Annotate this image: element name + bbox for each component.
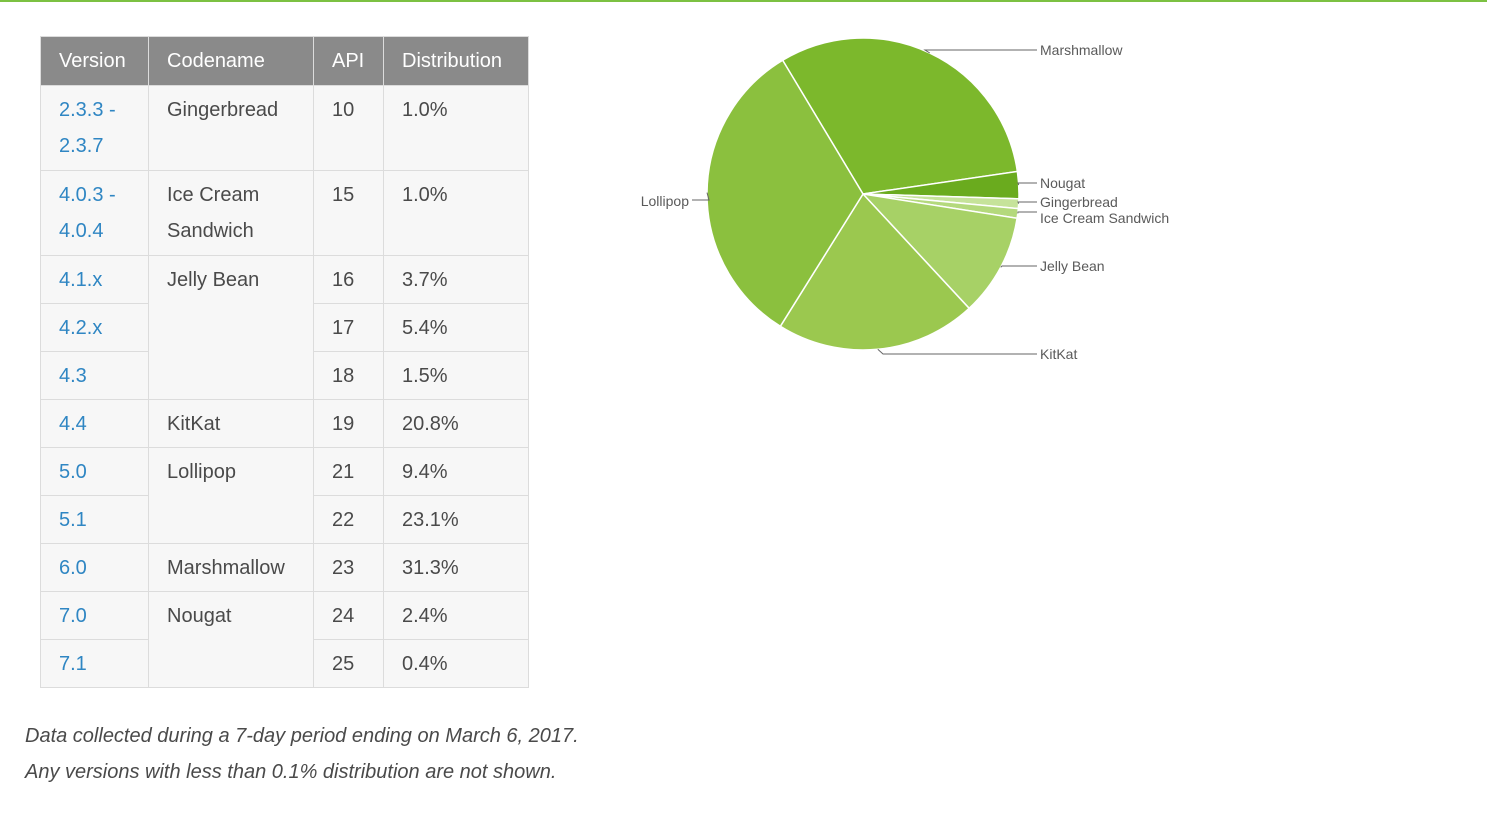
pie-label: Ice Cream Sandwich [1040,210,1169,226]
version-cell[interactable]: 4.3 [40,351,149,400]
version-cell[interactable]: 4.0.3 - 4.0.4 [40,170,149,256]
api-cell: 22 [313,495,384,544]
codename-cell: Ice Cream Sandwich [148,170,314,256]
table-row: 2.3.3 - 2.3.7 Gingerbread 10 1.0% [40,85,529,171]
version-link[interactable]: 4.0.4 [59,220,104,242]
leader-line [1017,182,1037,186]
version-link[interactable]: 6.0 [59,557,87,579]
table-row: 4.3 18 1.5% [40,351,529,400]
codename-cell: KitKat [148,399,314,448]
leader-line [923,49,1037,54]
footnote-threshold: Any versions with less than 0.1% distrib… [25,761,557,783]
distribution-cell: 5.4% [383,303,529,352]
leader-line [1017,201,1037,204]
api-cell: 15 [313,170,384,256]
footnote-date: Data collected during a 7-day period end… [25,725,579,747]
version-cell[interactable]: 7.0 [40,591,149,640]
version-link[interactable]: 4.4 [59,413,87,435]
leader-line [877,348,1037,355]
table-row: 4.4 KitKat 19 20.8% [40,399,529,448]
codename-cell: Nougat [148,591,314,688]
version-cell[interactable]: 5.0 [40,447,149,496]
table-row: 4.0.3 - 4.0.4 Ice Cream Sandwich 15 1.0% [40,170,529,256]
pie-slices [706,37,1020,351]
top-accent-bar [0,0,1487,2]
version-link[interactable]: 5.0 [59,461,87,483]
api-cell: 18 [313,351,384,400]
api-cell: 24 [313,591,384,640]
table-row: 7.0 Nougat 24 2.4% [40,591,529,688]
version-link[interactable]: 4.3 [59,365,87,387]
version-link[interactable]: 7.0 [59,605,87,627]
table-row: 7.1 25 0.4% [40,639,529,688]
table-header-row: Version Codename API Distribution [40,36,529,86]
pie-label: Nougat [1040,175,1085,191]
distribution-cell: 9.4% [383,447,529,496]
table-row: 6.0 Marshmallow 23 31.3% [40,543,529,592]
pie-label: Gingerbread [1040,194,1118,210]
leader-line [692,192,710,201]
api-cell: 10 [313,85,384,171]
version-cell[interactable]: 4.1.x [40,255,149,304]
version-cell[interactable]: 4.4 [40,399,149,448]
api-cell: 17 [313,303,384,352]
version-link[interactable]: 2.3.3 - [59,99,116,121]
codename-cell: Lollipop [148,447,314,544]
header-api: API [313,36,384,86]
distribution-cell: 3.7% [383,255,529,304]
codename-cell: Gingerbread [148,85,314,171]
leader-line [1017,211,1037,214]
version-cell[interactable]: 7.1 [40,639,149,688]
codename-cell: Marshmallow [148,543,314,592]
pie-leader-lines [692,49,1037,355]
pie-label: Marshmallow [1040,42,1123,58]
distribution-cell: 20.8% [383,399,529,448]
header-distribution: Distribution [383,36,529,86]
pie-label: Jelly Bean [1040,258,1105,274]
header-version: Version [40,36,149,86]
version-link[interactable]: 4.2.x [59,317,103,339]
api-cell: 19 [313,399,384,448]
distribution-cell: 1.0% [383,85,529,171]
codename-text: Ice Cream Sandwich [167,184,260,242]
version-cell[interactable]: 6.0 [40,543,149,592]
version-link[interactable]: 4.0.3 - [59,184,116,206]
table-row: 4.2.x 17 5.4% [40,303,529,352]
pie-label: Lollipop [641,193,689,209]
footnote: Data collected during a 7-day period end… [25,718,579,790]
distribution-cell: 2.4% [383,591,529,640]
table-row: 5.1 22 23.1% [40,495,529,544]
distribution-cell: 1.0% [383,170,529,256]
version-cell[interactable]: 2.3.3 - 2.3.7 [40,85,149,171]
version-cell[interactable]: 5.1 [40,495,149,544]
api-cell: 25 [313,639,384,688]
leader-line [1000,265,1037,268]
codename-cell: Jelly Bean [148,255,314,400]
header-codename: Codename [148,36,314,86]
distribution-cell: 0.4% [383,639,529,688]
pie-slice-marshmallow [781,37,1019,195]
api-cell: 23 [313,543,384,592]
version-link[interactable]: 4.1.x [59,269,103,291]
pie-label: KitKat [1040,346,1077,362]
distribution-table: Version Codename API Distribution 2.3.3 … [40,36,529,688]
version-link[interactable]: 5.1 [59,509,87,531]
distribution-cell: 1.5% [383,351,529,400]
distribution-cell: 31.3% [383,543,529,592]
distribution-cell: 23.1% [383,495,529,544]
table-row: 5.0 Lollipop 21 9.4% [40,447,529,544]
table-row: 4.1.x Jelly Bean 16 3.7% [40,255,529,400]
version-link[interactable]: 2.3.7 [59,135,104,157]
version-cell[interactable]: 4.2.x [40,303,149,352]
version-link[interactable]: 7.1 [59,653,87,675]
api-cell: 21 [313,447,384,496]
api-cell: 16 [313,255,384,304]
